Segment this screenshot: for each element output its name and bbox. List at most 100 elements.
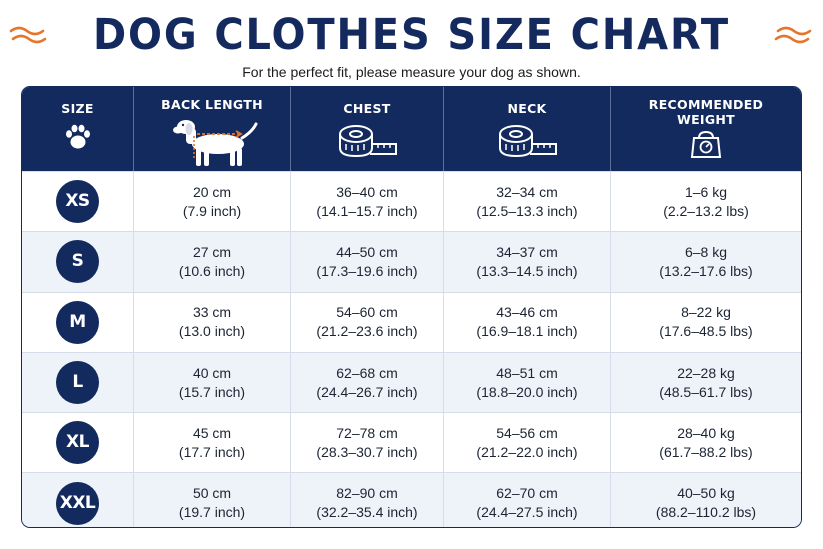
weight-lbs: (2.2–13.2 lbs) [663, 202, 749, 219]
neck-inch: (21.2–22.0 inch) [476, 443, 578, 460]
back-length-cm: 20 cm [192, 183, 232, 200]
neck-cell: 43–46 cm (16.9–18.1 inch) [444, 292, 611, 352]
header-weight-label-1: RECOMMENDED [648, 97, 764, 112]
weight-kg: 1–6 kg [684, 183, 728, 200]
chest-cell: 62–68 cm (24.4–26.7 inch) [291, 352, 444, 413]
size-badge: S [56, 240, 99, 284]
size-badge: XS [56, 180, 99, 224]
neck-cell: 34–37 cm (13.3–14.5 inch) [444, 232, 611, 292]
chest-inch: (32.2–35.4 inch) [316, 504, 418, 521]
chest-cell: 36–40 cm (14.1–15.7 inch) [291, 172, 444, 232]
table-row: XXL 50 cm (19.7 inch) 82–90 cm (32.2–35.4 in… [22, 472, 801, 527]
neck-cm: 32–34 cm [496, 183, 558, 200]
weight-lbs: (17.6–48.5 lbs) [659, 323, 753, 340]
neck-cell: 32–34 cm (12.5–13.3 inch) [444, 172, 611, 232]
neck-cell: 62–70 cm (24.4–27.5 inch) [444, 473, 611, 527]
weight-lbs: (88.2–110.2 lbs) [655, 504, 757, 521]
table-header: SIZE BACK LENGTH [22, 87, 801, 171]
back-length-inch: (13.0 inch) [178, 323, 246, 340]
chest-cell: 82–90 cm (32.2–35.4 inch) [291, 473, 444, 527]
scale-icon [690, 130, 722, 158]
header-chest: CHEST [291, 87, 444, 171]
chest-cm: 72–78 cm [336, 424, 398, 441]
header-back-length: BACK LENGTH [134, 87, 291, 171]
chest-cell: 72–78 cm (28.3–30.7 inch) [291, 413, 444, 473]
back-length-cell: 20 cm (7.9 inch) [134, 172, 291, 232]
table-row: M 33 cm (13.0 inch) 54–60 cm (21.2–23.6 inch… [22, 291, 801, 352]
table-row: XS 20 cm (7.9 inch) 36–40 cm (14.1–15.7 inch… [22, 171, 801, 232]
weight-kg: 8–22 kg [681, 304, 731, 321]
header-neck-label: NECK [507, 101, 547, 116]
neck-inch: (18.8–20.0 inch) [476, 383, 578, 400]
chest-cell: 54–60 cm (21.2–23.6 inch) [291, 292, 444, 352]
weight-kg: 22–28 kg [677, 364, 735, 381]
back-length-inch: (10.6 inch) [178, 262, 246, 279]
weight-cell: 6–8 kg (13.2–17.6 lbs) [611, 232, 801, 291]
page-title: DOG CLOTHES SIZE CHART [92, 10, 730, 60]
table-row: XL 45 cm (17.7 inch) 72–78 cm (28.3–30.7 inc… [22, 412, 801, 473]
neck-cm: 54–56 cm [496, 424, 558, 441]
size-cell: XXL [22, 473, 134, 527]
header-weight-label-2: WEIGHT [676, 112, 736, 127]
weight-lbs: (61.7–88.2 lbs) [659, 443, 753, 460]
back-length-cm: 45 cm [192, 424, 232, 441]
weight-lbs: (13.2–17.6 lbs) [659, 262, 753, 279]
back-length-cm: 27 cm [192, 243, 232, 260]
chest-cm: 62–68 cm [336, 364, 398, 381]
chest-cm: 54–60 cm [336, 304, 398, 321]
size-table: SIZE BACK LENGTH [21, 86, 802, 528]
weight-cell: 40–50 kg (88.2–110.2 lbs) [611, 473, 801, 527]
back-length-inch: (15.7 inch) [178, 383, 246, 400]
weight-cell: 8–22 kg (17.6–48.5 lbs) [611, 293, 801, 352]
weight-cell: 1–6 kg (2.2–13.2 lbs) [611, 172, 801, 231]
back-length-cell: 50 cm (19.7 inch) [134, 473, 291, 527]
subtitle: For the perfect fit, please measure your… [242, 64, 581, 80]
measuring-tape-icon [499, 125, 557, 158]
title-bar: DOG CLOTHES SIZE CHART [0, 6, 823, 64]
header-weight: RECOMMENDED WEIGHT [611, 87, 801, 171]
measuring-tape-icon [339, 125, 397, 158]
header-neck: NECK [444, 87, 611, 171]
header-chest-label: CHEST [343, 101, 391, 116]
neck-inch: (16.9–18.1 inch) [476, 323, 578, 340]
right-wave-icon [774, 26, 812, 44]
table-row: S 27 cm (10.6 inch) 44–50 cm (17.3–19.6 inch… [22, 231, 801, 292]
weight-cell: 28–40 kg (61.7–88.2 lbs) [611, 413, 801, 472]
neck-cm: 43–46 cm [496, 304, 558, 321]
chest-inch: (28.3–30.7 inch) [316, 443, 418, 460]
table-body: XS 20 cm (7.9 inch) 36–40 cm (14.1–15.7 inch… [22, 171, 801, 527]
chest-cm: 36–40 cm [336, 183, 398, 200]
back-length-cell: 33 cm (13.0 inch) [134, 292, 291, 352]
size-badge: L [56, 361, 99, 405]
header-size-label: SIZE [61, 101, 94, 116]
back-length-inch: (19.7 inch) [178, 504, 246, 521]
weight-kg: 28–40 kg [677, 424, 735, 441]
header-size: SIZE [22, 87, 134, 171]
size-cell: M [22, 292, 134, 352]
neck-cm: 62–70 cm [496, 485, 558, 502]
size-cell: S [22, 232, 134, 292]
neck-cm: 48–51 cm [496, 364, 558, 381]
back-length-cell: 27 cm (10.6 inch) [134, 232, 291, 292]
size-cell: XS [22, 172, 134, 232]
chest-inch: (14.1–15.7 inch) [316, 202, 418, 219]
weight-lbs: (48.5–61.7 lbs) [659, 383, 753, 400]
weight-kg: 40–50 kg [677, 485, 735, 502]
size-badge: XXL [56, 481, 99, 525]
chest-cm: 44–50 cm [336, 243, 398, 260]
neck-inch: (12.5–13.3 inch) [476, 202, 578, 219]
back-length-cell: 45 cm (17.7 inch) [134, 413, 291, 473]
paw-icon [65, 124, 90, 149]
back-length-cm: 33 cm [192, 304, 232, 321]
back-length-cm: 40 cm [192, 364, 232, 381]
neck-inch: (24.4–27.5 inch) [476, 504, 578, 521]
size-cell: XL [22, 413, 134, 473]
neck-cell: 54–56 cm (21.2–22.0 inch) [444, 413, 611, 473]
back-length-inch: (7.9 inch) [182, 202, 242, 219]
chest-inch: (21.2–23.6 inch) [316, 323, 418, 340]
neck-cell: 48–51 cm (18.8–20.0 inch) [444, 352, 611, 413]
size-badge: XL [56, 421, 99, 465]
weight-cell: 22–28 kg (48.5–61.7 lbs) [611, 353, 801, 412]
back-length-inch: (17.7 inch) [178, 443, 246, 460]
chest-cm: 82–90 cm [336, 485, 398, 502]
